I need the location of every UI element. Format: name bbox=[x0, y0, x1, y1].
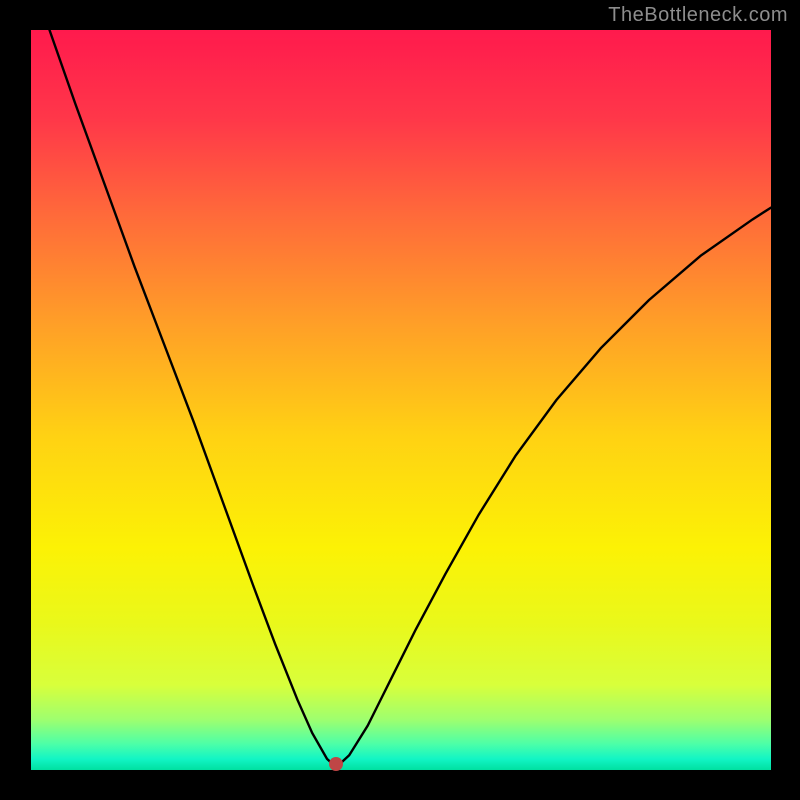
min-marker bbox=[329, 757, 343, 771]
curve-left bbox=[50, 30, 335, 766]
plot-area bbox=[31, 30, 771, 770]
watermark-text: TheBottleneck.com bbox=[608, 4, 788, 27]
curve-right bbox=[338, 208, 771, 766]
chart-svg bbox=[31, 30, 771, 770]
